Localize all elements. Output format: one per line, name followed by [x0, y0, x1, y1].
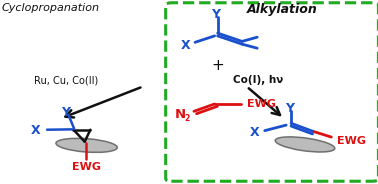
Ellipse shape [275, 137, 335, 152]
Text: 2: 2 [184, 114, 190, 123]
Text: X: X [31, 124, 40, 137]
Text: EWG: EWG [247, 99, 276, 109]
Text: EWG: EWG [337, 136, 366, 146]
Text: Cyclopropanation: Cyclopropanation [2, 3, 100, 13]
Text: Y: Y [285, 102, 294, 115]
Text: Y: Y [61, 106, 70, 119]
Text: +: + [211, 58, 224, 73]
Text: Ru, Cu, Co(II): Ru, Cu, Co(II) [34, 76, 98, 86]
Text: Alkylation: Alkylation [247, 3, 318, 16]
Text: X: X [249, 126, 259, 139]
Text: X: X [181, 39, 191, 52]
Text: Y: Y [211, 8, 220, 21]
Text: EWG: EWG [72, 162, 101, 172]
Text: N: N [175, 108, 186, 121]
Ellipse shape [56, 138, 117, 152]
Text: Co(I), hν: Co(I), hν [233, 75, 283, 85]
